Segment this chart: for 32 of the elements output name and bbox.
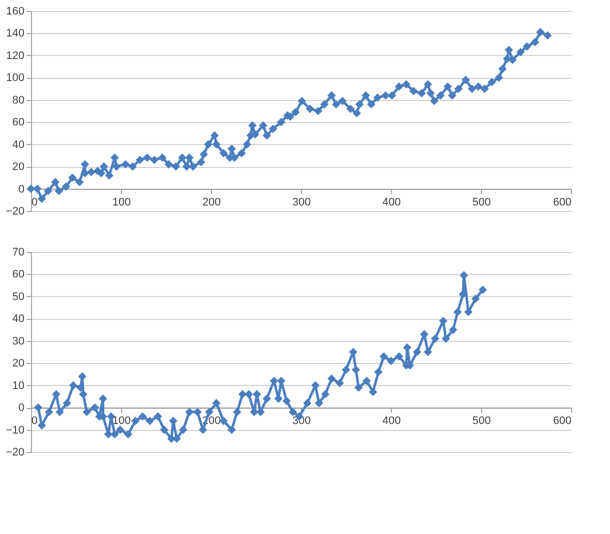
y-tick-label: 100 [6, 72, 24, 84]
y-tick-label: −20 [6, 446, 24, 458]
y-tick-label: 60 [12, 268, 24, 281]
y-tick-label: 50 [12, 290, 24, 303]
x-tick-label: 600 [553, 196, 572, 208]
y-tick-label: 70 [12, 246, 24, 258]
y-tick-label: 120 [6, 50, 24, 62]
y-tick-label: 20 [12, 358, 24, 370]
x-tick-label: 0 [32, 196, 38, 208]
y-tick-label: 40 [12, 138, 24, 151]
y-tick-label: 140 [6, 28, 24, 40]
x-tick-label: 0 [32, 415, 38, 428]
y-tick-label: 30 [12, 335, 24, 348]
y-tick-label: 160 [6, 6, 24, 18]
x-tick-label: 500 [472, 196, 491, 208]
y-tick-label: 60 [12, 116, 24, 129]
y-tick-label: −20 [6, 206, 24, 218]
y-tick-label: 40 [12, 313, 24, 326]
y-tick-label: 0 [18, 183, 24, 196]
y-tick-label: 80 [12, 94, 24, 106]
y-tick-label: −10 [6, 424, 24, 436]
y-tick-label: 20 [12, 161, 24, 174]
x-tick-label: 400 [382, 196, 401, 208]
x-tick-label: 600 [553, 415, 572, 428]
x-tick-label: 100 [112, 196, 131, 208]
x-tick-label: 500 [472, 415, 491, 428]
x-tick-label: 400 [382, 415, 401, 428]
x-tick-label: 100 [112, 415, 131, 428]
y-tick-label: 10 [12, 380, 24, 392]
x-tick-label: 300 [292, 196, 311, 208]
y-tick-label: 0 [18, 402, 24, 414]
x-tick-label: 200 [202, 196, 221, 208]
